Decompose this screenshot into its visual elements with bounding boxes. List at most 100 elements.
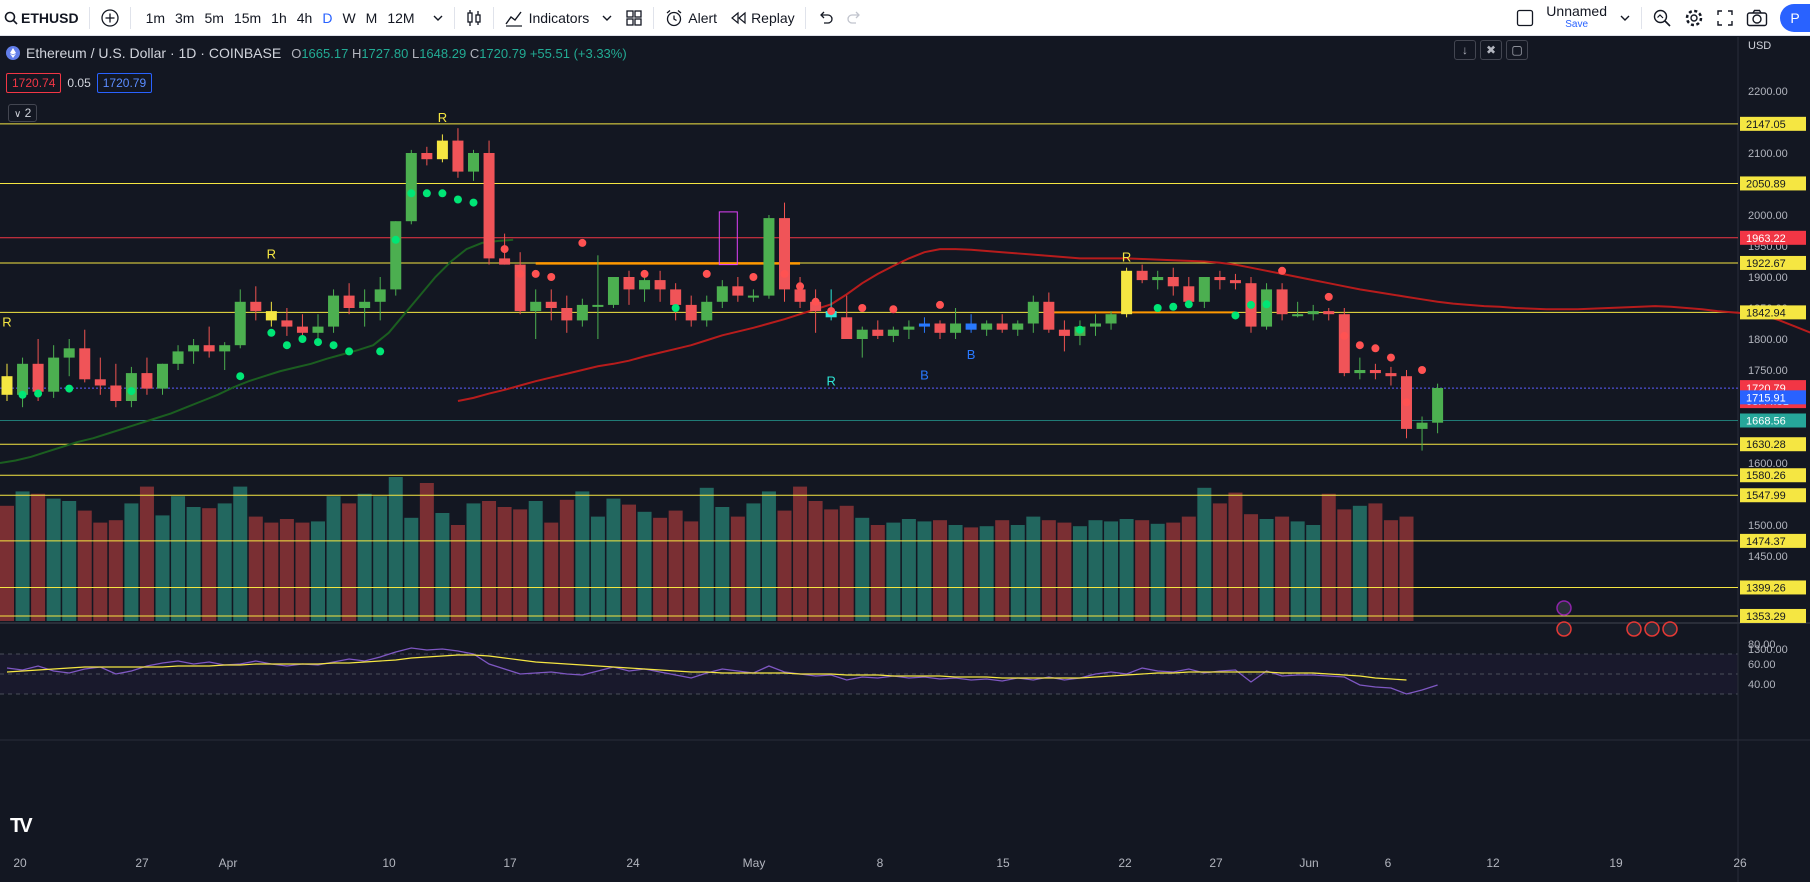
bid-price-box[interactable]: 1720.74 (6, 73, 62, 93)
candle-body[interactable] (530, 301, 542, 312)
candle-body[interactable] (468, 153, 479, 172)
interval-1m[interactable]: 1m (145, 9, 166, 26)
candle-body[interactable] (1276, 289, 1288, 315)
candle-body[interactable] (623, 277, 635, 290)
candle-body[interactable] (17, 363, 29, 395)
candle-body[interactable] (312, 326, 324, 333)
candle-body[interactable] (1090, 323, 1101, 327)
candle-body[interactable] (1307, 311, 1319, 315)
snapshot-button[interactable] (1740, 0, 1774, 36)
ask-price-box[interactable]: 1720.79 (96, 73, 153, 93)
candle-body[interactable] (79, 348, 91, 380)
candle-body[interactable] (219, 345, 231, 352)
candle-body[interactable] (1214, 277, 1226, 281)
candle-body[interactable] (265, 311, 277, 321)
candle-body[interactable] (188, 345, 200, 352)
candle-body[interactable] (483, 153, 495, 259)
economic-event-icon[interactable] (1556, 621, 1572, 637)
interval-12m[interactable]: 12M (387, 9, 415, 26)
candle-body[interactable] (452, 140, 464, 172)
candle-body[interactable] (670, 289, 682, 305)
chart-type-button[interactable] (459, 0, 489, 36)
interval-w[interactable]: W (342, 9, 356, 26)
candle-body[interactable] (172, 351, 184, 364)
candle-body[interactable] (918, 323, 930, 327)
candle-body[interactable] (281, 320, 293, 327)
candle-body[interactable] (296, 326, 308, 333)
candle-body[interactable] (421, 153, 433, 160)
replay-button[interactable]: Replay (723, 0, 801, 36)
templates-button[interactable] (619, 0, 649, 36)
candle-body[interactable] (794, 289, 806, 302)
interval-m[interactable]: M (365, 9, 378, 26)
indicators-button[interactable]: Indicators (498, 0, 596, 36)
symbol-title[interactable]: Ethereum / U.S. Dollar · 1D · COINBASE (26, 45, 282, 61)
candle-body[interactable] (607, 277, 619, 305)
candle-body[interactable] (996, 323, 1008, 330)
candle-body[interactable] (1323, 311, 1335, 315)
candle-body[interactable] (841, 317, 853, 339)
candle-body[interactable] (1198, 277, 1210, 302)
candle-body[interactable] (934, 323, 946, 333)
candle-body[interactable] (747, 295, 759, 298)
candle-body[interactable] (234, 301, 246, 346)
candle-body[interactable] (1, 376, 13, 395)
candle-body[interactable] (887, 329, 899, 336)
publish-button[interactable]: P (1780, 3, 1810, 32)
chart-area[interactable]: R R R R R B B 2200.00 2100.00 2000.00 1950.00 1900.… (0, 37, 1810, 882)
candle-body[interactable] (141, 373, 153, 389)
interval-d[interactable]: D (322, 9, 333, 26)
candle-body[interactable] (1043, 301, 1055, 330)
candle-body[interactable] (1292, 314, 1304, 317)
candle-body[interactable] (545, 301, 557, 308)
candle-body[interactable] (1416, 422, 1428, 429)
candle-body[interactable] (125, 373, 137, 401)
candle-body[interactable] (856, 329, 868, 339)
candle-body[interactable] (654, 280, 666, 290)
fullscreen-button[interactable] (1710, 0, 1740, 36)
candle-body[interactable] (732, 286, 744, 296)
tradingview-logo[interactable]: TV (10, 815, 32, 837)
candle-body[interactable] (1385, 373, 1397, 377)
candle-body[interactable] (499, 258, 511, 265)
candle-body[interactable] (716, 286, 728, 302)
candle-body[interactable] (250, 301, 262, 312)
alert-button[interactable]: Alert (658, 0, 723, 36)
interval-3m[interactable]: 3m (175, 9, 195, 26)
redo-button[interactable] (840, 0, 870, 36)
settings-button[interactable] (1678, 0, 1710, 36)
candle-body[interactable] (592, 304, 604, 307)
candle-body[interactable] (1105, 314, 1117, 324)
candle-body[interactable] (390, 221, 402, 290)
candle-body[interactable] (701, 301, 713, 321)
candle-body[interactable] (1136, 270, 1148, 281)
economic-event-icon[interactable] (1644, 621, 1660, 637)
candle-body[interactable] (561, 308, 573, 321)
candle-body[interactable] (779, 218, 790, 290)
candle-body[interactable] (965, 323, 977, 330)
candle-body[interactable] (63, 348, 75, 358)
layout-dropdown-button[interactable] (1613, 0, 1637, 36)
candle-body[interactable] (872, 329, 884, 336)
candle-body[interactable] (1338, 314, 1350, 374)
candle-body[interactable] (576, 304, 588, 321)
candle-body[interactable] (903, 326, 915, 330)
candle-body[interactable] (203, 345, 215, 352)
candle-body[interactable] (1183, 286, 1195, 302)
currency-label[interactable]: USD (1748, 40, 1771, 52)
candle-body[interactable] (514, 264, 526, 312)
interval-5m[interactable]: 5m (204, 9, 224, 26)
interval-1h[interactable]: 1h (271, 9, 287, 26)
symbol-search-button[interactable]: ETHUSD (0, 0, 85, 36)
candle-body[interactable] (343, 295, 355, 308)
candle-body[interactable] (1058, 329, 1070, 336)
candle-body[interactable] (639, 280, 651, 290)
economic-event-icon[interactable] (1626, 621, 1642, 637)
candle-body[interactable] (1354, 370, 1366, 374)
candle-body[interactable] (1152, 277, 1164, 281)
candle-body[interactable] (436, 140, 448, 160)
candle-body[interactable] (94, 379, 106, 386)
interval-4h[interactable]: 4h (296, 9, 313, 26)
undo-button[interactable] (810, 0, 840, 36)
